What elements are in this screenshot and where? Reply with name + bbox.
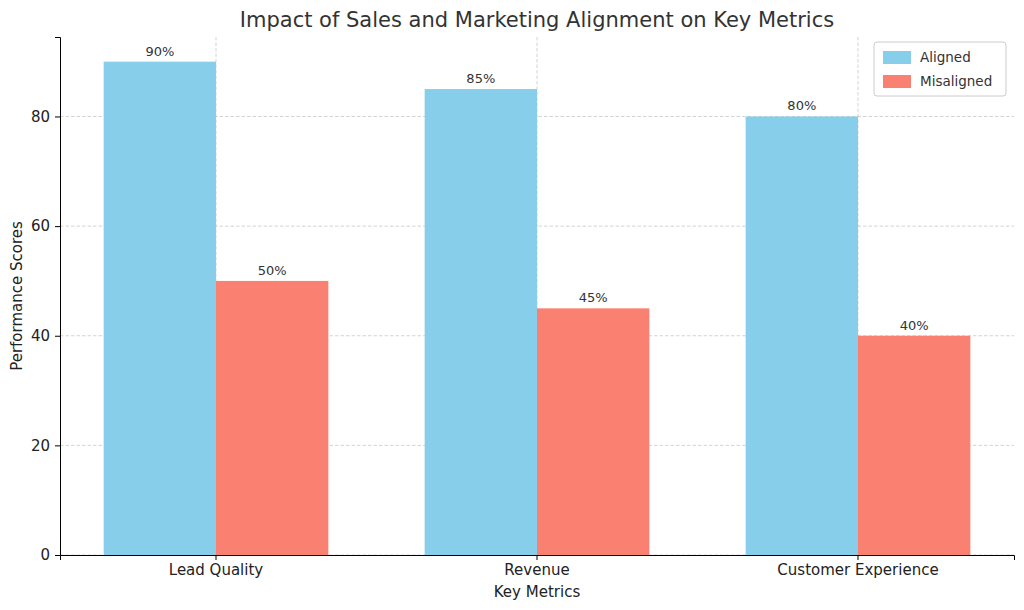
- y-tick: 20: [31, 437, 60, 455]
- y-tick-mark: [55, 116, 60, 117]
- y-axis-title: Performance Scores: [8, 221, 26, 371]
- y-tick: 80: [31, 108, 60, 126]
- data-label: 40%: [900, 318, 929, 333]
- y-tick: 40: [31, 327, 60, 345]
- bar: [537, 308, 649, 555]
- legend-label: Misaligned: [920, 73, 992, 89]
- x-tick: Revenue: [504, 555, 569, 579]
- data-label: 90%: [145, 44, 174, 59]
- x-tick-label: Revenue: [504, 561, 569, 579]
- legend-swatch: [883, 51, 911, 64]
- y-tick: 60: [31, 217, 60, 235]
- data-labels: 90% 85% 80% 50% 45% 40%: [145, 44, 928, 333]
- x-tick-label: Customer Experience: [777, 561, 938, 579]
- bar: [104, 62, 216, 555]
- y-tick: 0: [40, 546, 60, 564]
- chart: 0 20 40 60 80 Lead Quality Revenue Customer Exp…: [0, 0, 1024, 610]
- y-tick-mark: [55, 445, 60, 446]
- x-axis-title: Key Metrics: [494, 583, 581, 601]
- bars: [104, 62, 971, 555]
- title: Impact of Sales and Marketing Alignment …: [240, 8, 834, 32]
- y-tick-mark: [55, 555, 60, 556]
- bar: [425, 89, 537, 555]
- data-label: 50%: [258, 263, 287, 278]
- y-tick-mark: [55, 336, 60, 337]
- x-axis-line: [61, 556, 1015, 561]
- x-tick-mark: [216, 555, 217, 560]
- y-tick-label: 20: [31, 437, 50, 455]
- data-label: 45%: [579, 290, 608, 305]
- y-axis: 0 20 40 60 80: [31, 38, 61, 565]
- data-label: 80%: [787, 98, 816, 113]
- y-tick-label: 0: [40, 546, 50, 564]
- data-label: 85%: [466, 71, 495, 86]
- x-tick-label: Lead Quality: [169, 561, 264, 579]
- y-tick-mark: [55, 226, 60, 227]
- x-axis: Lead Quality Revenue Customer Experience: [61, 555, 1015, 579]
- y-tick-label: 80: [31, 108, 50, 126]
- y-tick-label: 40: [31, 327, 50, 345]
- y-tick-label: 60: [31, 217, 50, 235]
- legend-label: Aligned: [920, 49, 971, 65]
- x-tick-mark: [857, 555, 858, 560]
- y-axis-line: [55, 38, 61, 556]
- legend-frame: [874, 42, 1006, 96]
- bar: [746, 116, 858, 555]
- legend: Aligned Misaligned: [874, 42, 1006, 96]
- bar: [216, 281, 328, 555]
- x-tick: Customer Experience: [777, 555, 938, 579]
- grid: [60, 37, 1014, 555]
- x-tick-mark: [537, 555, 538, 560]
- bar: [858, 336, 970, 555]
- x-tick: Lead Quality: [169, 555, 264, 579]
- legend-swatch: [883, 75, 911, 88]
